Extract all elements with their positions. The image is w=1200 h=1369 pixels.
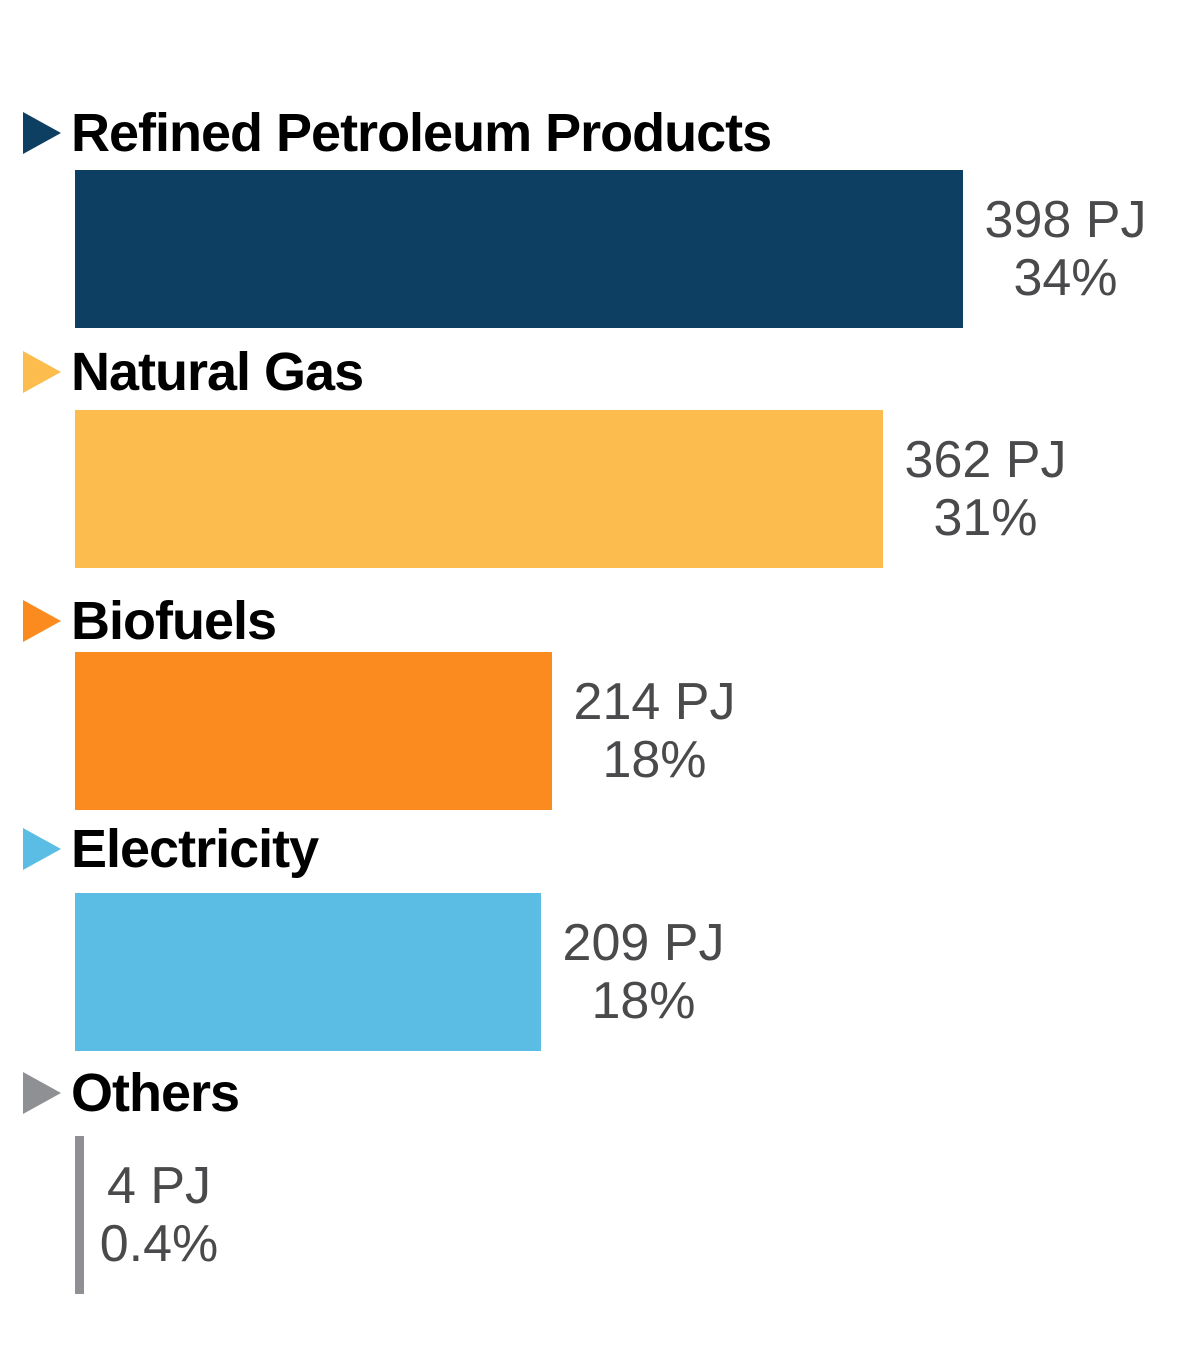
triangle-marker-icon bbox=[23, 828, 61, 870]
value-pj-label: 398 PJ bbox=[984, 191, 1147, 249]
value-annotation: 4 PJ 0.4% bbox=[98, 1157, 220, 1273]
category-header: Electricity bbox=[23, 819, 319, 879]
value-percent-label: 31% bbox=[933, 489, 1038, 547]
triangle-marker-icon bbox=[23, 112, 61, 154]
value-annotation: 214 PJ 18% bbox=[567, 673, 742, 789]
category-label: Others bbox=[71, 1063, 240, 1123]
category-header: Others bbox=[23, 1063, 240, 1123]
value-pj-label: 214 PJ bbox=[573, 673, 736, 731]
bar bbox=[75, 652, 552, 810]
value-annotation: 209 PJ 18% bbox=[556, 914, 731, 1030]
value-percent-label: 18% bbox=[591, 972, 696, 1030]
bar bbox=[75, 893, 541, 1051]
category-header: Natural Gas bbox=[23, 342, 364, 402]
value-pj-label: 362 PJ bbox=[904, 431, 1067, 489]
value-pj-label: 209 PJ bbox=[562, 914, 725, 972]
triangle-marker-icon bbox=[23, 1072, 61, 1114]
value-percent-label: 0.4% bbox=[99, 1215, 219, 1273]
triangle-marker-icon bbox=[23, 351, 61, 393]
category-header: Biofuels bbox=[23, 591, 277, 651]
category-header: Refined Petroleum Products bbox=[23, 103, 772, 163]
bar bbox=[75, 1136, 84, 1294]
triangle-marker-icon bbox=[23, 600, 61, 642]
bar bbox=[75, 170, 963, 328]
category-label: Biofuels bbox=[71, 591, 277, 651]
category-label: Electricity bbox=[71, 819, 319, 879]
value-annotation: 362 PJ 31% bbox=[898, 431, 1073, 547]
value-annotation: 398 PJ 34% bbox=[978, 191, 1153, 307]
category-label: Natural Gas bbox=[71, 342, 364, 402]
value-percent-label: 34% bbox=[1013, 249, 1118, 307]
category-label: Refined Petroleum Products bbox=[71, 103, 772, 163]
value-pj-label: 4 PJ bbox=[106, 1157, 212, 1215]
bar bbox=[75, 410, 883, 568]
value-percent-label: 18% bbox=[602, 731, 707, 789]
